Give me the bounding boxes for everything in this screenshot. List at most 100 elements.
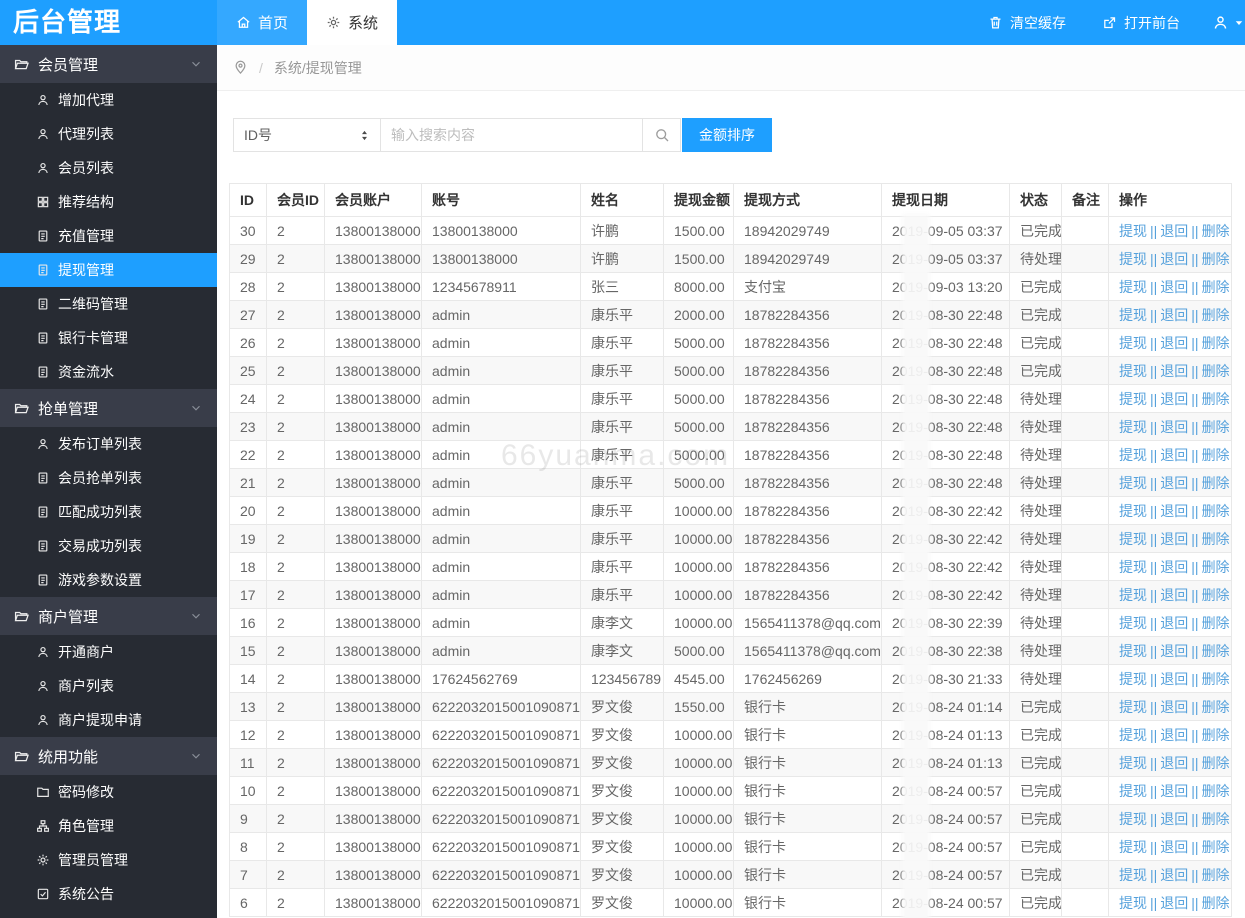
withdraw-link[interactable]: 提现 xyxy=(1119,306,1147,323)
sidebar-item[interactable]: 资金流水 xyxy=(0,355,217,389)
sidebar-item[interactable]: 会员抢单列表 xyxy=(0,461,217,495)
sidebar-item[interactable]: 游戏参数设置 xyxy=(0,563,217,597)
sidebar-item[interactable]: 商户列表 xyxy=(0,669,217,703)
sidebar-item[interactable]: 匹配成功列表 xyxy=(0,495,217,529)
delete-link[interactable]: 删除 xyxy=(1201,810,1230,827)
sidebar-section-member[interactable]: 会员管理 xyxy=(0,45,217,83)
withdraw-link[interactable]: 提现 xyxy=(1119,474,1147,491)
withdraw-link[interactable]: 提现 xyxy=(1119,502,1147,519)
return-link[interactable]: 退回 xyxy=(1160,390,1189,407)
sidebar-item[interactable]: 提现管理 xyxy=(0,253,217,287)
return-link[interactable]: 退回 xyxy=(1160,894,1189,911)
delete-link[interactable]: 删除 xyxy=(1201,782,1230,799)
return-link[interactable]: 退回 xyxy=(1160,558,1189,575)
sidebar-section-merchant[interactable]: 商户管理 xyxy=(0,597,217,635)
delete-link[interactable]: 删除 xyxy=(1201,334,1230,351)
delete-link[interactable]: 删除 xyxy=(1201,474,1230,491)
sidebar-item[interactable]: 交易成功列表 xyxy=(0,529,217,563)
delete-link[interactable]: 删除 xyxy=(1201,306,1230,323)
withdraw-link[interactable]: 提现 xyxy=(1119,278,1147,295)
return-link[interactable]: 退回 xyxy=(1160,502,1189,519)
delete-link[interactable]: 删除 xyxy=(1201,250,1230,267)
delete-link[interactable]: 删除 xyxy=(1201,838,1230,855)
withdraw-link[interactable]: 提现 xyxy=(1119,530,1147,547)
delete-link[interactable]: 删除 xyxy=(1201,754,1230,771)
withdraw-link[interactable]: 提现 xyxy=(1119,222,1147,239)
return-link[interactable]: 退回 xyxy=(1160,670,1189,687)
sidebar-item[interactable]: 代理列表 xyxy=(0,117,217,151)
clear-cache-button[interactable]: 清空缓存 xyxy=(974,0,1080,45)
delete-link[interactable]: 删除 xyxy=(1201,866,1230,883)
withdraw-link[interactable]: 提现 xyxy=(1119,614,1147,631)
return-link[interactable]: 退回 xyxy=(1160,726,1189,743)
sidebar-item[interactable]: 会员列表 xyxy=(0,151,217,185)
withdraw-link[interactable]: 提现 xyxy=(1119,838,1147,855)
delete-link[interactable]: 删除 xyxy=(1201,586,1230,603)
withdraw-link[interactable]: 提现 xyxy=(1119,250,1147,267)
search-button[interactable] xyxy=(643,118,681,152)
sidebar-item[interactable]: 二维码管理 xyxy=(0,287,217,321)
return-link[interactable]: 退回 xyxy=(1160,334,1189,351)
return-link[interactable]: 退回 xyxy=(1160,838,1189,855)
return-link[interactable]: 退回 xyxy=(1160,278,1189,295)
return-link[interactable]: 退回 xyxy=(1160,614,1189,631)
withdraw-link[interactable]: 提现 xyxy=(1119,362,1147,379)
user-menu[interactable] xyxy=(1202,14,1243,31)
return-link[interactable]: 退回 xyxy=(1160,810,1189,827)
sidebar-item[interactable]: 商户提现申请 xyxy=(0,703,217,737)
return-link[interactable]: 退回 xyxy=(1160,446,1189,463)
sidebar-item[interactable]: 系统公告 xyxy=(0,877,217,911)
return-link[interactable]: 退回 xyxy=(1160,754,1189,771)
sidebar-item[interactable]: 角色管理 xyxy=(0,809,217,843)
delete-link[interactable]: 删除 xyxy=(1201,418,1230,435)
withdraw-link[interactable]: 提现 xyxy=(1119,334,1147,351)
withdraw-link[interactable]: 提现 xyxy=(1119,446,1147,463)
return-link[interactable]: 退回 xyxy=(1160,586,1189,603)
return-link[interactable]: 退回 xyxy=(1160,698,1189,715)
withdraw-link[interactable]: 提现 xyxy=(1119,698,1147,715)
withdraw-link[interactable]: 提现 xyxy=(1119,558,1147,575)
withdraw-link[interactable]: 提现 xyxy=(1119,866,1147,883)
delete-link[interactable]: 删除 xyxy=(1201,530,1230,547)
sidebar-item[interactable]: 银行卡管理 xyxy=(0,321,217,355)
withdraw-link[interactable]: 提现 xyxy=(1119,726,1147,743)
withdraw-link[interactable]: 提现 xyxy=(1119,810,1147,827)
sidebar-item[interactable]: 密码修改 xyxy=(0,775,217,809)
delete-link[interactable]: 删除 xyxy=(1201,278,1230,295)
sidebar-section-common[interactable]: 统用功能 xyxy=(0,737,217,775)
sidebar-item[interactable]: 推荐结构 xyxy=(0,185,217,219)
sidebar-item[interactable]: 增加代理 xyxy=(0,83,217,117)
tab-home[interactable]: 首页 xyxy=(217,0,308,45)
return-link[interactable]: 退回 xyxy=(1160,866,1189,883)
return-link[interactable]: 退回 xyxy=(1160,222,1189,239)
delete-link[interactable]: 删除 xyxy=(1201,642,1230,659)
return-link[interactable]: 退回 xyxy=(1160,642,1189,659)
sidebar-item[interactable]: 管理员管理 xyxy=(0,843,217,877)
delete-link[interactable]: 删除 xyxy=(1201,670,1230,687)
filter-select[interactable]: ID号 xyxy=(233,118,381,152)
delete-link[interactable]: 删除 xyxy=(1201,726,1230,743)
delete-link[interactable]: 删除 xyxy=(1201,502,1230,519)
return-link[interactable]: 退回 xyxy=(1160,250,1189,267)
search-input[interactable] xyxy=(381,118,643,152)
open-frontend-button[interactable]: 打开前台 xyxy=(1088,0,1194,45)
return-link[interactable]: 退回 xyxy=(1160,418,1189,435)
withdraw-link[interactable]: 提现 xyxy=(1119,390,1147,407)
return-link[interactable]: 退回 xyxy=(1160,782,1189,799)
delete-link[interactable]: 删除 xyxy=(1201,362,1230,379)
withdraw-link[interactable]: 提现 xyxy=(1119,754,1147,771)
withdraw-link[interactable]: 提现 xyxy=(1119,894,1147,911)
delete-link[interactable]: 删除 xyxy=(1201,222,1230,239)
withdraw-link[interactable]: 提现 xyxy=(1119,642,1147,659)
return-link[interactable]: 退回 xyxy=(1160,362,1189,379)
withdraw-link[interactable]: 提现 xyxy=(1119,670,1147,687)
sidebar-item[interactable]: 开通商户 xyxy=(0,635,217,669)
delete-link[interactable]: 删除 xyxy=(1201,558,1230,575)
return-link[interactable]: 退回 xyxy=(1160,306,1189,323)
return-link[interactable]: 退回 xyxy=(1160,474,1189,491)
sidebar-section-orders[interactable]: 抢单管理 xyxy=(0,389,217,427)
tab-system[interactable]: 系统 xyxy=(307,0,398,45)
withdraw-link[interactable]: 提现 xyxy=(1119,782,1147,799)
withdraw-link[interactable]: 提现 xyxy=(1119,418,1147,435)
withdraw-link[interactable]: 提现 xyxy=(1119,586,1147,603)
